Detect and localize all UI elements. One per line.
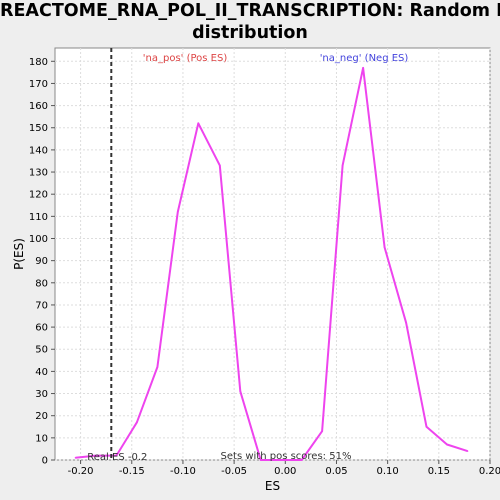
plot-area <box>54 47 491 461</box>
data-point <box>341 164 344 167</box>
data-point <box>115 454 118 457</box>
y-tick-label: 60 <box>35 323 48 334</box>
y-tick-label: 50 <box>35 345 48 356</box>
data-point <box>425 426 428 428</box>
data-point <box>156 366 159 368</box>
y-tick-label: 90 <box>35 256 48 267</box>
x-axis-label: ES <box>265 479 280 493</box>
x-tick-label: -0.05 <box>221 466 247 477</box>
data-point <box>74 457 77 459</box>
y-tick-label: 30 <box>35 389 48 400</box>
data-point <box>300 459 303 461</box>
x-tick-label: 0.15 <box>428 466 450 477</box>
y-tick-label: 130 <box>29 168 48 179</box>
y-tick-label: 40 <box>35 367 48 378</box>
data-point <box>197 122 200 125</box>
data-point <box>405 321 407 324</box>
data-point <box>466 450 469 452</box>
data-point <box>219 164 221 167</box>
y-tick-label: 160 <box>29 101 48 112</box>
y-tick-label: 80 <box>35 278 48 289</box>
data-point <box>177 211 179 213</box>
x-tick-label: 0.20 <box>479 466 500 477</box>
y-tick-label: 100 <box>29 234 48 245</box>
x-tick-label: -0.15 <box>119 466 145 477</box>
data-point <box>136 421 138 424</box>
real-es-label: Real ES -0.2 <box>87 452 147 463</box>
y-tick-label: 20 <box>35 411 48 422</box>
x-tick-label: 0.05 <box>325 466 347 477</box>
y-tick-label: 120 <box>29 190 48 201</box>
y-tick-label: 0 <box>42 456 48 467</box>
data-point <box>280 459 283 461</box>
chart-title: REACTOME_RNA_POL_II_TRANSCRIPTION: Rando… <box>0 0 500 44</box>
data-point <box>239 390 242 393</box>
y-tick-label: 150 <box>29 123 48 134</box>
chart-title-line2: distribution <box>192 23 308 43</box>
data-point <box>259 459 262 461</box>
data-point <box>446 443 448 446</box>
neg-es-label: 'na_neg' (Neg ES) <box>320 53 409 64</box>
y-tick-label: 170 <box>29 79 48 90</box>
x-tick-label: 0.00 <box>274 466 296 477</box>
y-tick-label: 180 <box>29 57 48 68</box>
data-point <box>362 67 364 69</box>
x-tick-label: -0.20 <box>68 466 94 477</box>
chart-title-line1: REACTOME_RNA_POL_II_TRANSCRIPTION: Rando… <box>0 1 500 21</box>
pos-es-label: 'na_pos' (Pos ES) <box>143 53 228 64</box>
y-tick-label: 110 <box>29 212 48 223</box>
data-point <box>321 430 323 433</box>
y-tick-label: 140 <box>29 145 48 156</box>
y-tick-label: 70 <box>35 300 48 311</box>
series-layer <box>74 66 469 461</box>
es-distribution-line <box>75 66 468 461</box>
pos-scores-label: Sets with pos scores: 51% <box>221 451 352 462</box>
x-tick-label: -0.10 <box>170 466 196 477</box>
axis-layer: -0.20 -0.15 -0.10 -0.05 0.00 0.05 0.10 0.15 0.20… <box>29 57 500 477</box>
y-axis-label: P(ES) <box>12 238 26 270</box>
data-point <box>95 454 97 457</box>
y-tick-label: 10 <box>35 433 48 444</box>
data-point <box>383 246 386 249</box>
x-tick-label: 0.10 <box>377 466 399 477</box>
